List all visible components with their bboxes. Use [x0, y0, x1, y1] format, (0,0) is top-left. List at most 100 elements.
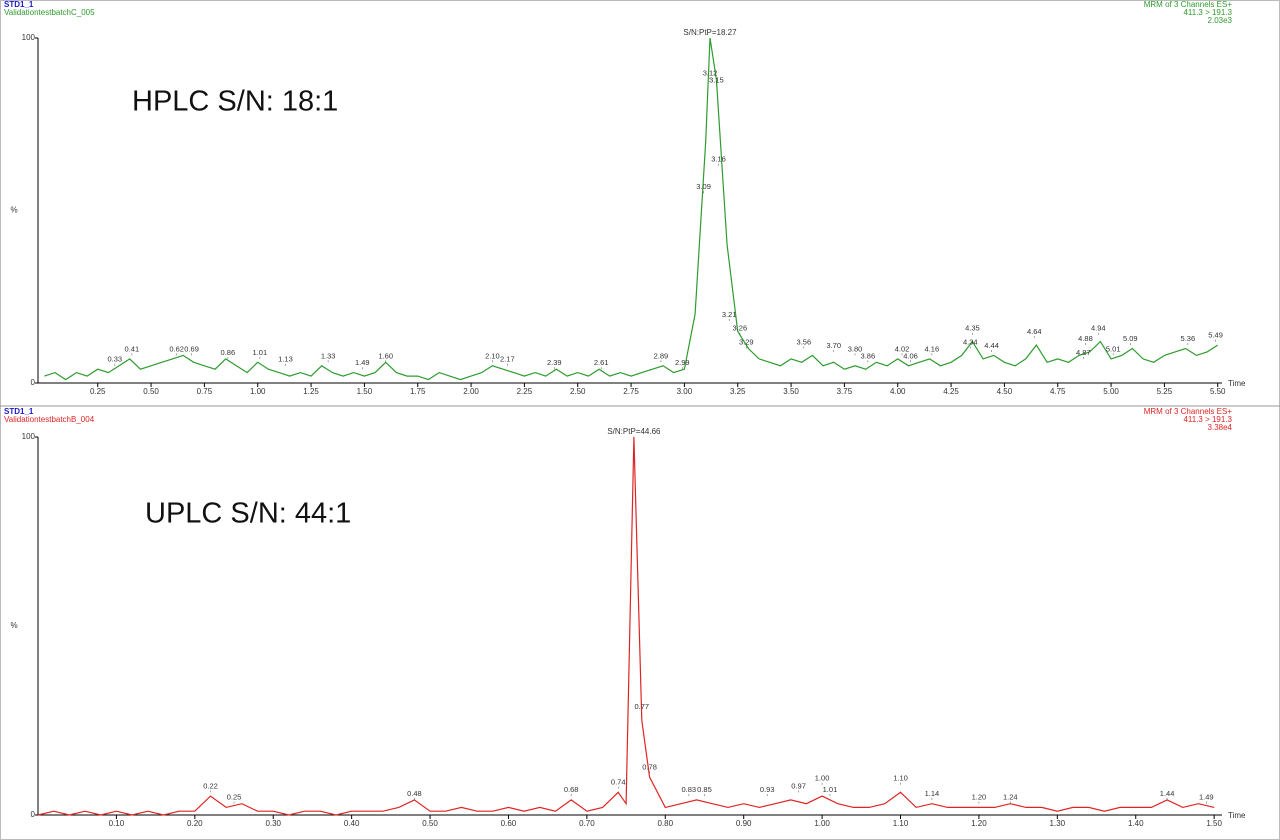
peak-label: 4.64 — [1027, 327, 1042, 336]
y-axis-label: % — [10, 206, 17, 215]
trace — [44, 37, 1219, 381]
peak-label: 0.86 — [221, 348, 236, 357]
peak-label: 1.24 — [1003, 793, 1018, 802]
peak-label: 0.85 — [697, 785, 712, 794]
peak-label: 3.70 — [826, 341, 841, 350]
peak-label: 5.09 — [1123, 334, 1138, 343]
channel: MRM of 3 Channels ES+ — [1144, 407, 1233, 416]
peak-label: 3.29 — [739, 337, 754, 346]
peak-label: 3.12 — [703, 68, 718, 77]
x-tick-label: 1.20 — [971, 819, 987, 828]
peak-label: 2.39 — [547, 358, 562, 367]
x-tick-label: 0.90 — [736, 819, 752, 828]
channel: MRM of 3 Channels ES+ — [1144, 0, 1233, 9]
peak-label: 1.00 — [815, 774, 830, 783]
peak-label: 0.83 — [682, 785, 697, 794]
peak-label: 0.62 — [169, 344, 184, 353]
peak-label: 2.17 — [500, 355, 515, 364]
peak-label: 1.49 — [355, 358, 370, 367]
x-tick-label: 2.50 — [570, 387, 586, 396]
peak-label: 3.26 — [733, 324, 748, 333]
peak-label: 3.21 — [722, 310, 737, 319]
peak-label: 3.80 — [848, 344, 863, 353]
peak-label: 1.14 — [925, 789, 940, 798]
sample-name: ValidationtestbatchC_005 — [4, 8, 95, 17]
x-tick-label: 1.30 — [1050, 819, 1066, 828]
x-tick-label: 0.50 — [422, 819, 438, 828]
peak-label: 3.16 — [711, 155, 726, 164]
peak-label: 3.56 — [797, 337, 812, 346]
x-tick-label: 5.00 — [1103, 387, 1119, 396]
peak-label: 1.01 — [823, 785, 838, 794]
peak-label: 4.87 — [1076, 348, 1091, 357]
transition: 411.3 > 191.3 — [1183, 8, 1232, 17]
peak-label: 0.74 — [611, 778, 626, 787]
x-axis-label: Time — [1228, 379, 1246, 388]
x-tick-label: 0.50 — [143, 387, 159, 396]
x-tick-label: 2.00 — [463, 387, 479, 396]
peak-label: 1.10 — [893, 774, 908, 783]
x-tick-label: 1.25 — [303, 387, 319, 396]
x-tick-label: 1.00 — [814, 819, 830, 828]
x-tick-label: 0.20 — [187, 819, 203, 828]
x-tick-label: 4.00 — [890, 387, 906, 396]
peak-label: 5.49 — [1208, 331, 1223, 340]
peak-label: 4.94 — [1091, 324, 1106, 333]
x-tick-label: 4.75 — [1050, 387, 1066, 396]
annotation: HPLC S/N: 18:1 — [132, 86, 338, 118]
x-tick-label: 1.40 — [1128, 819, 1144, 828]
x-tick-label: 4.50 — [997, 387, 1013, 396]
peak-label: 0.22 — [203, 781, 218, 790]
sample-name: ValidationtestbatchB_004 — [4, 415, 95, 424]
x-tick-label: 0.25 — [90, 387, 106, 396]
x-tick-label: 1.00 — [250, 387, 266, 396]
x-tick-label: 3.75 — [837, 387, 853, 396]
peak-label: 0.41 — [125, 344, 140, 353]
peak-label: 0.33 — [107, 355, 122, 364]
intensity: 3.38e4 — [1208, 423, 1233, 432]
peak-label: 4.02 — [895, 344, 910, 353]
trace — [37, 436, 1215, 816]
peak-label: 0.48 — [407, 789, 422, 798]
peak-label: 1.01 — [253, 348, 268, 357]
peak-label: 2.61 — [594, 358, 609, 367]
x-tick-label: 5.50 — [1210, 387, 1226, 396]
peak-label: 1.44 — [1160, 789, 1175, 798]
x-tick-label: 2.75 — [623, 387, 639, 396]
intensity: 2.03e3 — [1208, 16, 1233, 25]
peak-label: 1.13 — [278, 355, 293, 364]
peak-label: 5.01 — [1106, 344, 1121, 353]
peak-label: 0.93 — [760, 785, 775, 794]
x-tick-label: 0.30 — [265, 819, 281, 828]
x-tick-label: 1.50 — [357, 387, 373, 396]
y-tick-label: 0 — [31, 378, 36, 387]
peak-label: 2.10 — [485, 351, 500, 360]
x-tick-label: 3.25 — [730, 387, 746, 396]
peak-label: 5.36 — [1181, 334, 1196, 343]
y-axis-label: % — [10, 621, 17, 630]
peak-label: 1.20 — [972, 793, 987, 802]
x-tick-label: 0.10 — [109, 819, 125, 828]
x-tick-label: 1.75 — [410, 387, 426, 396]
peak-label: 1.60 — [378, 351, 393, 360]
x-tick-label: 0.40 — [344, 819, 360, 828]
peak-label: 4.06 — [903, 351, 918, 360]
annotation: UPLC S/N: 44:1 — [145, 498, 351, 530]
peak-label: 4.16 — [925, 344, 940, 353]
x-tick-label: 3.50 — [783, 387, 799, 396]
peak-label: 4.88 — [1078, 334, 1093, 343]
x-tick-label: 0.80 — [657, 819, 673, 828]
x-tick-label: 1.50 — [1206, 819, 1222, 828]
peak-label: 0.25 — [227, 793, 242, 802]
y-tick-label: 0 — [31, 810, 36, 819]
peak-label: 4.35 — [965, 324, 980, 333]
x-axis-label: Time — [1228, 811, 1246, 820]
run-title: STD1_1 — [4, 407, 34, 416]
peak-label: 3.09 — [696, 182, 711, 191]
x-tick-label: 4.25 — [943, 387, 959, 396]
peak-label: 0.69 — [184, 344, 199, 353]
peak-label: 3.15 — [709, 75, 724, 84]
x-tick-label: 3.00 — [677, 387, 693, 396]
peak-label: 1.49 — [1199, 793, 1214, 802]
